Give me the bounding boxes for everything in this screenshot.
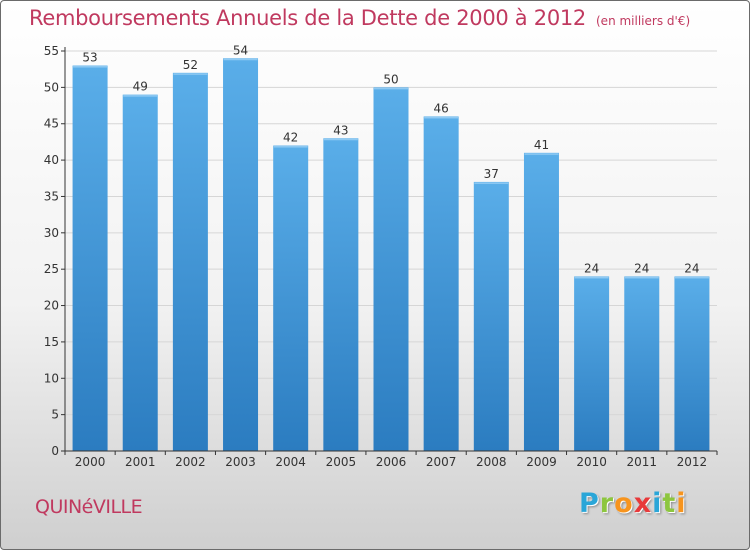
bar	[172, 72, 208, 452]
data-label: 50	[383, 72, 398, 86]
logo-letter: r	[599, 488, 615, 519]
x-tick-label: 2000	[75, 455, 106, 469]
logo-letter: i	[652, 488, 663, 519]
data-label: 24	[634, 261, 649, 275]
data-label: 41	[534, 138, 549, 152]
logo-letter: o	[614, 488, 634, 519]
x-tick-label: 2004	[275, 455, 306, 469]
bar-highlight	[524, 153, 559, 155]
logo-letter: i	[676, 488, 687, 519]
bar-highlight	[574, 276, 609, 279]
data-label: 53	[82, 51, 97, 65]
bar-highlight	[73, 66, 108, 68]
bar-highlight	[273, 146, 308, 148]
bar-highlight	[223, 58, 258, 61]
data-label: 43	[333, 123, 348, 137]
bar	[674, 276, 710, 451]
bar	[323, 138, 359, 452]
data-label: 37	[484, 167, 499, 181]
y-tick-label: 10	[44, 371, 59, 385]
logo-letter: P	[579, 488, 600, 519]
y-tick-label: 5	[51, 408, 59, 422]
bar-highlight	[674, 276, 709, 279]
bar	[624, 276, 660, 451]
bar-highlight	[624, 276, 659, 279]
chart-title: Remboursements Annuels de la Dette de 20…	[29, 6, 690, 30]
bar	[273, 145, 309, 451]
chart-title-text: Remboursements Annuels de la Dette de 20…	[29, 6, 586, 30]
bar-highlight	[123, 95, 158, 97]
bar	[473, 181, 509, 451]
bar	[122, 94, 158, 452]
x-tick-label: 2005	[326, 455, 357, 469]
y-tick-label: 20	[44, 299, 59, 313]
x-tick-label: 2011	[626, 455, 657, 469]
bar	[574, 276, 610, 451]
bar-highlight	[424, 116, 459, 119]
bar-highlight	[323, 138, 358, 141]
y-tick-label: 40	[44, 153, 59, 167]
x-tick-label: 2003	[225, 455, 256, 469]
bar	[523, 152, 559, 451]
bar	[423, 116, 459, 452]
logo-letter: x	[633, 488, 653, 519]
logo-letter: t	[662, 488, 677, 519]
y-tick-label: 15	[44, 335, 59, 349]
y-tick-label: 0	[51, 444, 59, 458]
bar	[373, 87, 409, 451]
bar-highlight	[374, 87, 408, 90]
data-label: 46	[434, 101, 449, 115]
x-tick-label: 2009	[526, 455, 557, 469]
x-tick-label: 2012	[677, 455, 708, 469]
y-tick-label: 25	[44, 262, 59, 276]
y-tick-label: 55	[44, 44, 59, 58]
data-label: 42	[283, 131, 298, 145]
proxiti-logo: Proxiti	[579, 488, 687, 519]
data-label: 24	[584, 261, 599, 275]
labels: 0 5 10 15 20 25 30 35 40 45 50 55 53 2000 49 2001 52 2002…	[44, 43, 707, 469]
data-label: 52	[183, 58, 198, 72]
y-tick-label: 45	[44, 117, 59, 131]
y-tick-label: 35	[44, 189, 59, 203]
bar-highlight	[474, 182, 509, 184]
x-tick-label: 2010	[576, 455, 607, 469]
bar	[72, 65, 108, 451]
bars	[72, 58, 710, 452]
data-label: 49	[133, 80, 148, 94]
data-label: 24	[684, 261, 699, 275]
bar-highlight	[173, 73, 208, 75]
bar	[223, 58, 259, 451]
axes	[61, 47, 718, 455]
x-tick-label: 2001	[125, 455, 156, 469]
commune-name: QUINéVILLE	[35, 496, 143, 518]
y-tick-label: 50	[44, 80, 59, 94]
chart-subtitle: (en milliers d'€)	[596, 14, 691, 28]
y-tick-label: 30	[44, 226, 59, 240]
x-tick-label: 2007	[426, 455, 457, 469]
x-tick-label: 2008	[476, 455, 507, 469]
x-tick-label: 2002	[175, 455, 206, 469]
x-tick-label: 2006	[376, 455, 407, 469]
data-label: 54	[233, 43, 248, 57]
